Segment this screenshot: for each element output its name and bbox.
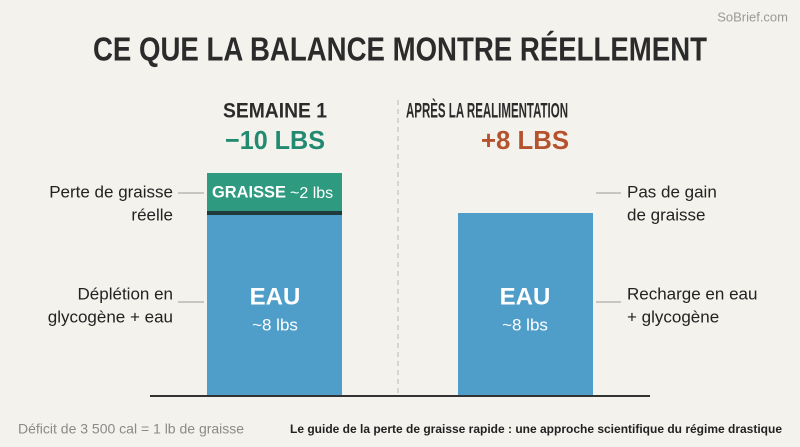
annotation-line: Recharge en eau: [627, 284, 757, 303]
annotation-line: réelle: [131, 205, 173, 224]
segment-amount: ~2 lbs: [290, 185, 333, 202]
segment-label: EAU: [250, 283, 301, 310]
annotation-line: Pas de gain: [627, 182, 717, 201]
panel-heading: APRÈS LA REALIMENTATION: [406, 100, 568, 123]
panel-result: −10 LBS: [225, 125, 325, 155]
watermark: SoBrief.com: [717, 9, 788, 24]
panel-result: +8 LBS: [481, 125, 569, 155]
segment-label: EAU: [500, 283, 551, 310]
segment-label: GRAISSE: [212, 182, 286, 201]
water-segment: [458, 213, 593, 396]
segment-amount: ~8 lbs: [502, 315, 548, 334]
fat-segment: [207, 173, 342, 212]
segment-amount: ~8 lbs: [252, 315, 298, 334]
water-segment: [207, 215, 342, 396]
annotation-line: de graisse: [627, 205, 705, 224]
annotation-line: Déplétion en: [78, 284, 173, 303]
title: CE QUE LA BALANCE MONTRE RÉELLEMENT: [93, 31, 707, 68]
annotation-line: Perte de graisse: [49, 182, 173, 201]
segment-separator: [207, 211, 342, 215]
footer-note: Déficit de 3 500 cal = 1 lb de graisse: [18, 421, 244, 437]
annotation-line: + glycogène: [627, 307, 719, 326]
footer-source: Le guide de la perte de graisse rapide :…: [290, 422, 782, 436]
annotation-line: glycogène + eau: [48, 307, 173, 326]
panel-heading: SEMAINE 1: [223, 100, 327, 123]
